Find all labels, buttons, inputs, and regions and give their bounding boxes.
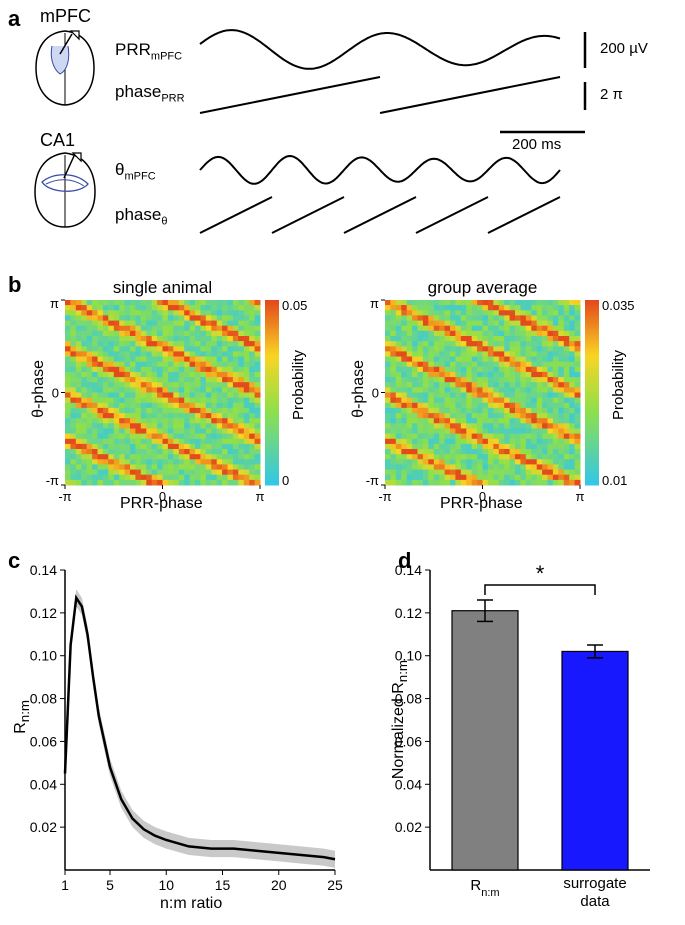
svg-text:0.14: 0.14 bbox=[395, 562, 422, 578]
heatmap-single: 0.050π0-π-π0π bbox=[65, 300, 320, 525]
panel-d-plot: 0.020.040.060.080.100.120.14Rn:msurrogat… bbox=[430, 570, 660, 925]
svg-text:0: 0 bbox=[52, 386, 59, 401]
scale-uv-label: 200 µV bbox=[600, 40, 648, 57]
heatmap-group: 0.0350.01π0-π-π0π bbox=[385, 300, 640, 525]
svg-text:*: * bbox=[536, 561, 545, 586]
svg-text:surrogate: surrogate bbox=[563, 875, 626, 892]
svg-text:-π: -π bbox=[58, 489, 71, 504]
svg-text:0.12: 0.12 bbox=[395, 605, 422, 621]
c-xlabel: n:m ratio bbox=[160, 895, 222, 913]
b-group-xlabel: PRR-phase bbox=[440, 495, 523, 513]
svg-text:0.01: 0.01 bbox=[602, 473, 627, 488]
svg-text:0.12: 0.12 bbox=[30, 605, 57, 621]
b-group-ylabel: θ-phase bbox=[350, 360, 368, 418]
svg-text:0.05: 0.05 bbox=[282, 298, 307, 313]
svg-text:π: π bbox=[256, 489, 265, 504]
b-single-cbar-label: Probability bbox=[290, 350, 307, 420]
svg-text:-π: -π bbox=[46, 473, 59, 488]
panel-b-label: b bbox=[8, 272, 21, 298]
svg-text:-π: -π bbox=[378, 489, 391, 504]
svg-text:20: 20 bbox=[271, 877, 287, 893]
svg-text:25: 25 bbox=[327, 877, 343, 893]
b-single-ylabel: θ-phase bbox=[30, 360, 48, 418]
b-group-cbar-label: Probability bbox=[610, 350, 627, 420]
b-title-group: group average bbox=[410, 278, 555, 298]
svg-text:0.02: 0.02 bbox=[30, 819, 57, 835]
figure-root: a mPFC CA1 PRRmPFC phasePRR θmPFC phaseθ… bbox=[0, 0, 685, 922]
b-title-single: single animal bbox=[95, 278, 230, 298]
svg-text:1: 1 bbox=[61, 877, 69, 893]
scale-rad-label: 2 π bbox=[600, 86, 623, 103]
svg-text:-π: -π bbox=[366, 473, 379, 488]
svg-text:5: 5 bbox=[106, 877, 114, 893]
c-ylabel: Rn:m bbox=[12, 700, 32, 734]
svg-text:0.04: 0.04 bbox=[30, 776, 57, 792]
scale-ms-label: 200 ms bbox=[512, 136, 561, 153]
svg-text:Rn:m: Rn:m bbox=[470, 877, 499, 899]
svg-text:π: π bbox=[50, 296, 59, 311]
d-ylabel: Normalized Rn:m bbox=[390, 660, 410, 779]
svg-text:0.06: 0.06 bbox=[30, 733, 57, 749]
svg-text:0.08: 0.08 bbox=[30, 691, 57, 707]
svg-text:15: 15 bbox=[215, 877, 231, 893]
panel-a-traces bbox=[0, 0, 685, 260]
svg-text:data: data bbox=[580, 893, 610, 910]
panel-c-plot: 15101520250.020.040.060.080.100.120.14 bbox=[65, 570, 345, 910]
svg-text:π: π bbox=[576, 489, 585, 504]
svg-text:π: π bbox=[370, 296, 379, 311]
svg-text:10: 10 bbox=[158, 877, 174, 893]
panel-c-label: c bbox=[8, 548, 20, 574]
svg-text:0.14: 0.14 bbox=[30, 562, 57, 578]
b-single-xlabel: PRR-phase bbox=[120, 495, 203, 513]
svg-text:0: 0 bbox=[372, 386, 379, 401]
svg-text:0.035: 0.035 bbox=[602, 298, 635, 313]
svg-text:0.02: 0.02 bbox=[395, 819, 422, 835]
svg-text:0.10: 0.10 bbox=[30, 648, 57, 664]
svg-text:0: 0 bbox=[282, 473, 289, 488]
